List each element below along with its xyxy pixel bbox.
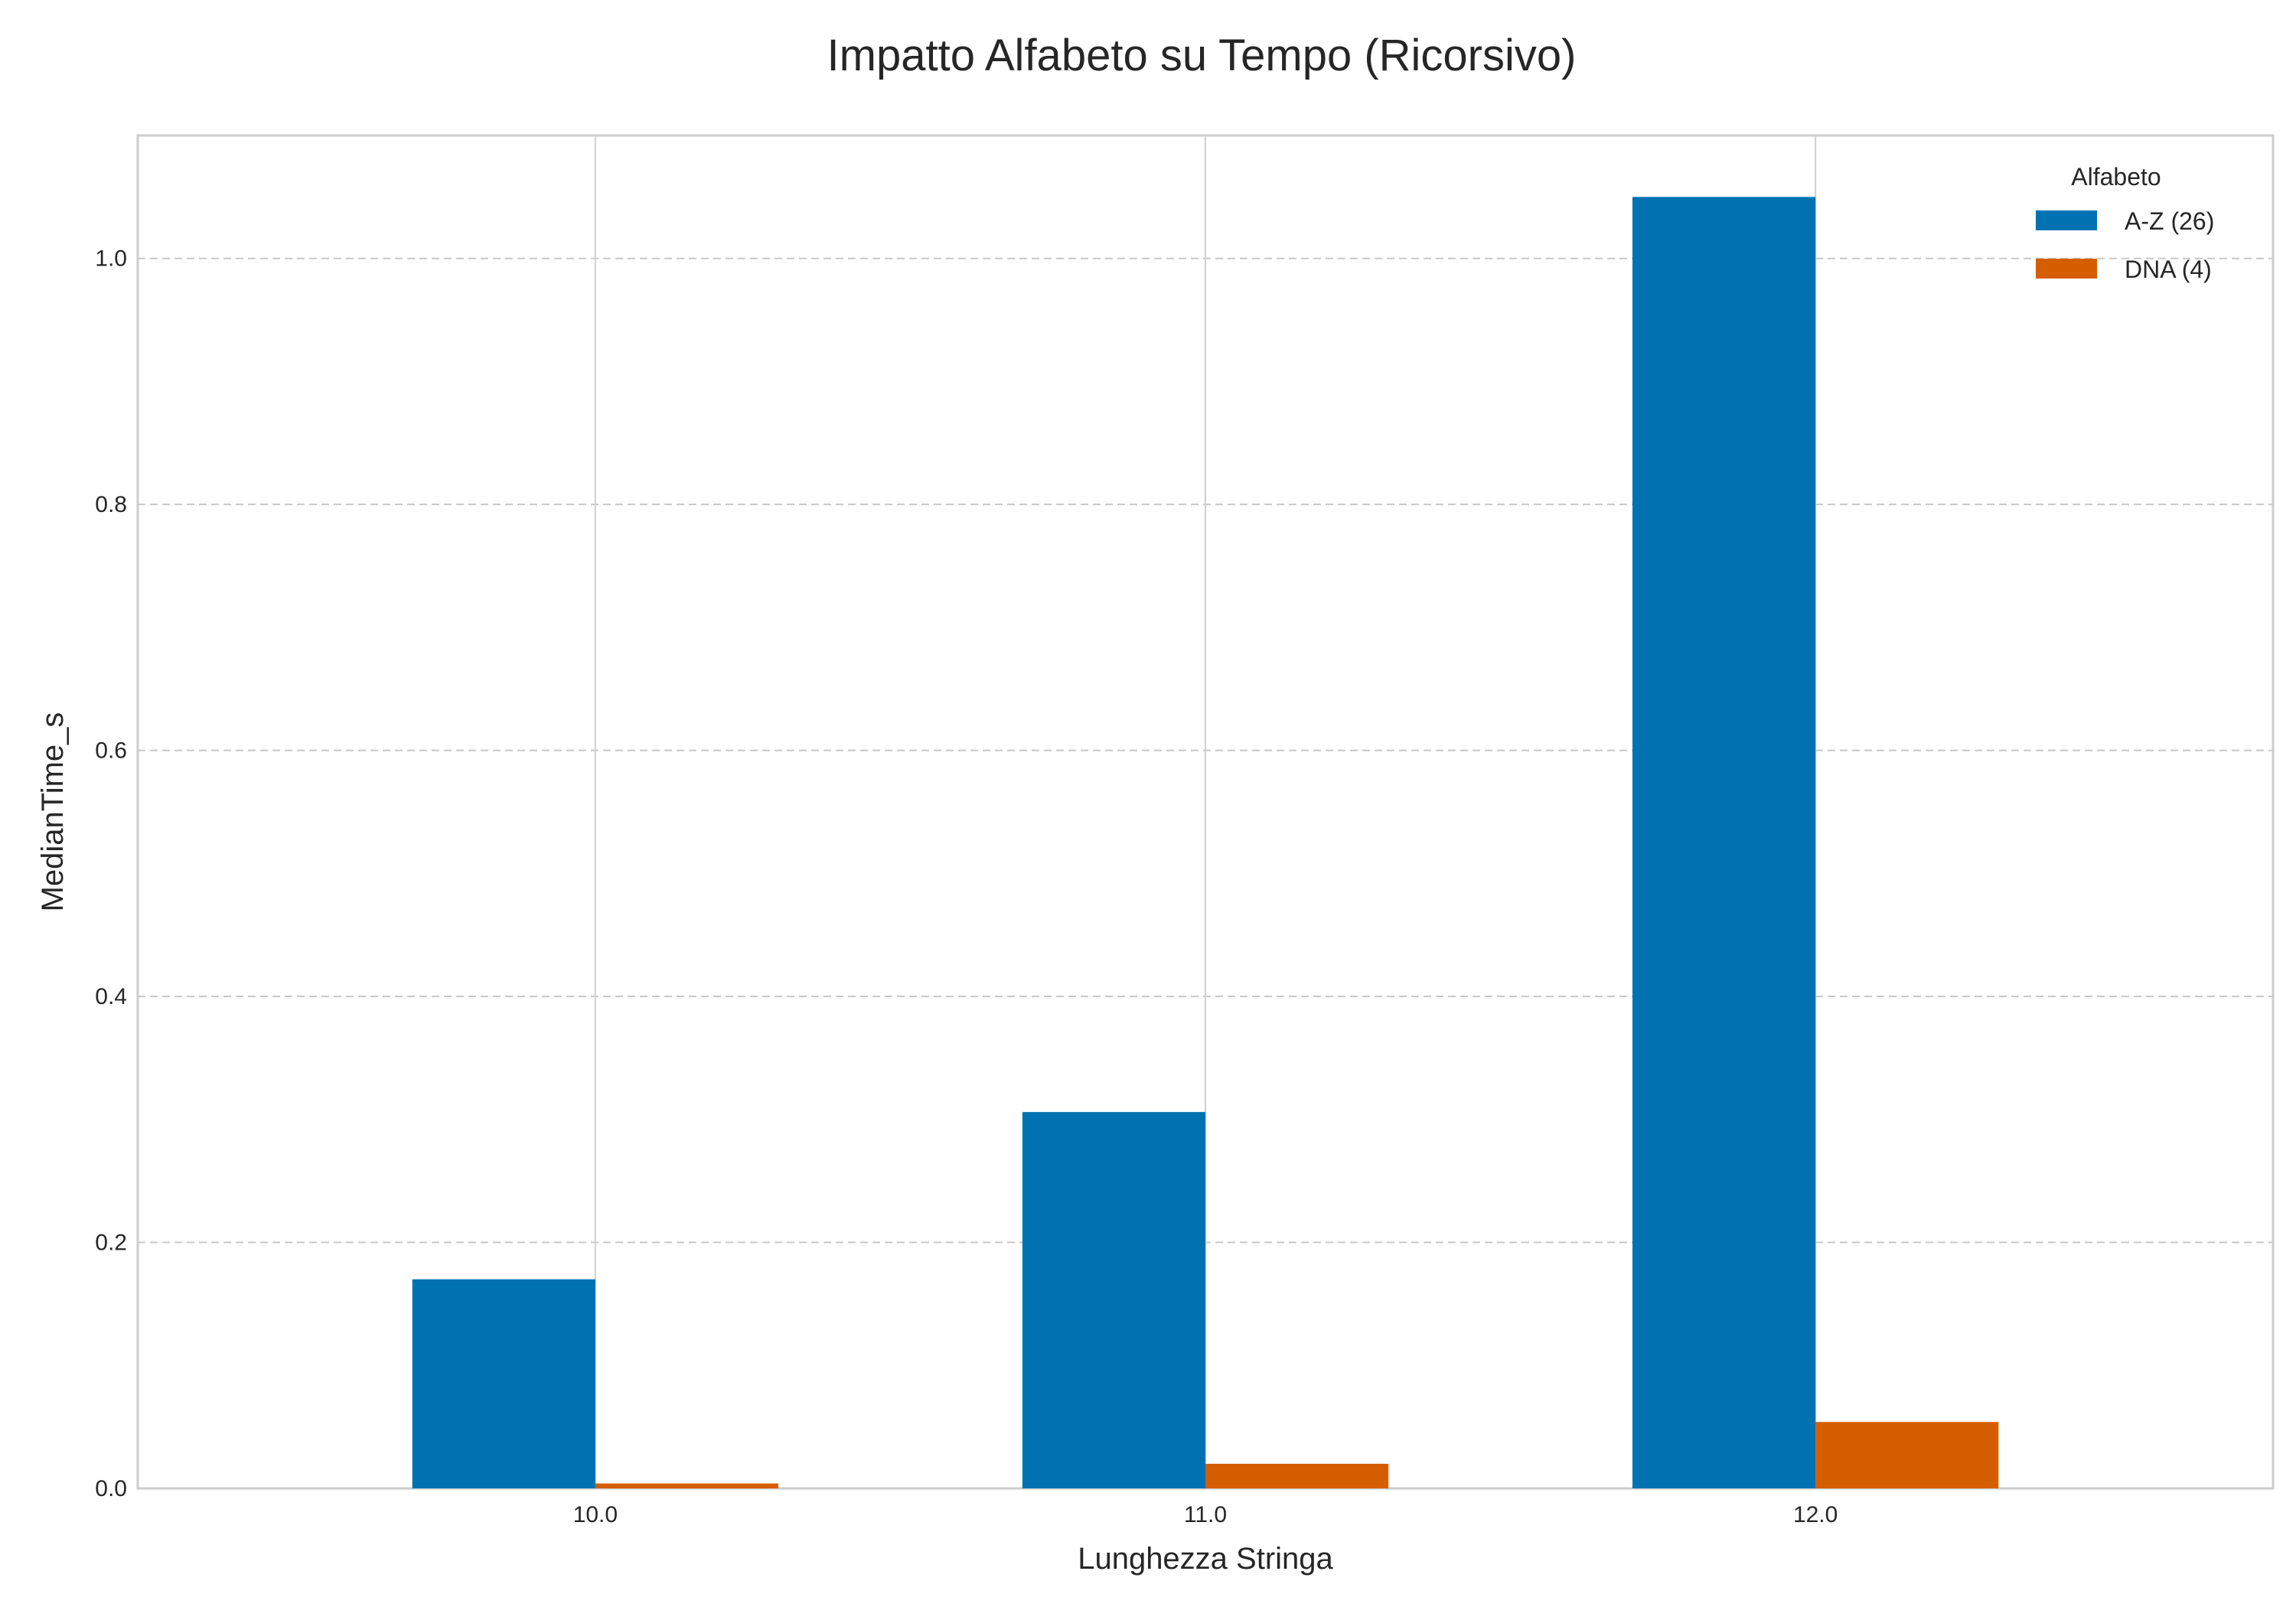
bar-dna-12.0 [1815, 1422, 1999, 1488]
bar-az-10.0 [412, 1279, 595, 1488]
x-tick-label: 11.0 [1184, 1502, 1227, 1527]
y-tick-label: 1.0 [95, 246, 127, 272]
legend: Alfabeto A-Z (26) DNA (4) [2036, 163, 2214, 283]
legend-title: Alfabeto [2071, 163, 2161, 191]
bar-dna-10.0 [595, 1483, 778, 1488]
legend-label-az: A-Z (26) [2125, 207, 2214, 235]
x-tick-label: 10.0 [573, 1502, 618, 1527]
y-tick-label: 0.2 [95, 1231, 127, 1256]
y-tick-label: 0.4 [95, 984, 127, 1009]
legend-swatch-az [2036, 210, 2097, 230]
x-tick-label: 12.0 [1793, 1502, 1838, 1527]
chart-title: Impatto Alfabeto su Tempo (Ricorsivo) [827, 31, 1577, 80]
y-axis-label: MedianTime_s [36, 712, 70, 912]
y-tick-label: 0.0 [95, 1476, 127, 1501]
y-tick-label: 0.6 [95, 738, 127, 764]
legend-swatch-dna [2036, 259, 2097, 279]
bar-dna-11.0 [1205, 1463, 1389, 1488]
legend-label-dna: DNA (4) [2125, 256, 2212, 283]
bar-az-12.0 [1632, 197, 1816, 1488]
bar-az-11.0 [1022, 1112, 1205, 1488]
bars [412, 197, 1999, 1488]
tick-labels: 0.0 0.2 0.4 0.6 0.8 1.0 10.0 11.0 12.0 [95, 246, 1838, 1527]
x-axis-label: Lunghezza Stringa [1078, 1542, 1333, 1576]
y-tick-label: 0.8 [95, 492, 127, 517]
